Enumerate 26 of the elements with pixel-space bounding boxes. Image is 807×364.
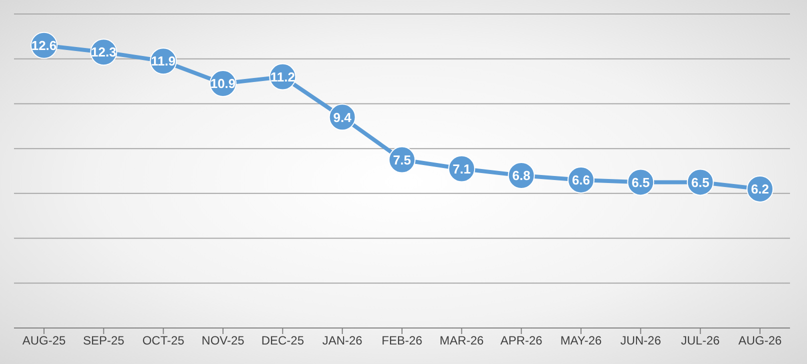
- data-label: 6.5: [632, 174, 650, 190]
- data-label: 12.6: [31, 38, 57, 54]
- x-tick-label: MAR-26: [440, 334, 484, 348]
- x-tick-label: MAY-26: [560, 334, 602, 348]
- data-label: 6.2: [750, 182, 770, 197]
- x-tick-label: OCT-25: [142, 334, 185, 348]
- x-tick-label: AUG-25: [22, 334, 66, 348]
- data-label: 10.9: [210, 76, 236, 92]
- x-tick-label: JUN-26: [620, 334, 662, 348]
- data-label: 6.8: [512, 168, 530, 184]
- data-label: 6.5: [691, 174, 710, 190]
- data-label: 9.4: [333, 110, 352, 125]
- data-label: 7.1: [452, 161, 471, 176]
- data-label: 11.2: [270, 69, 295, 84]
- data-label: 6.6: [572, 172, 590, 188]
- x-tick-label: FEB-26: [382, 334, 423, 348]
- x-tick-label: JUL-26: [680, 334, 720, 348]
- x-tick-label: SEP-25: [82, 334, 125, 348]
- data-label: 11.9: [151, 54, 176, 69]
- x-tick-label: AUG-26: [738, 334, 782, 348]
- x-tick-label: APR-26: [500, 334, 543, 348]
- x-tick-label: DEC-25: [261, 334, 304, 348]
- x-tick-label: NOV-25: [202, 334, 245, 348]
- x-tick-label: JAN-26: [322, 334, 363, 348]
- data-label: 7.5: [392, 152, 412, 168]
- data-label: 12.3: [91, 44, 116, 60]
